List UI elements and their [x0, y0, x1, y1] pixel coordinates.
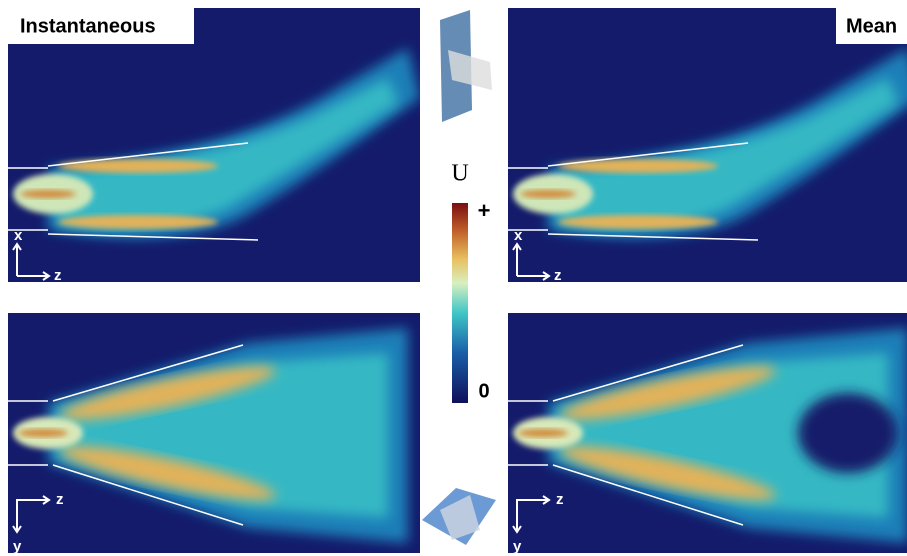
- slice-icon: [422, 488, 496, 545]
- panel-mean-plan: [508, 313, 907, 553]
- axis-label: z: [554, 267, 562, 284]
- axis-label: z: [54, 267, 62, 284]
- panel-label: Instantaneous: [20, 15, 156, 37]
- slice-icon: [440, 10, 492, 122]
- axis-label: y: [13, 538, 22, 555]
- axis-label: x: [514, 227, 523, 244]
- colorbar-max: +: [478, 198, 491, 223]
- axis-label: x: [14, 227, 23, 244]
- axis-label: y: [513, 538, 522, 555]
- panel-instantaneous-side: [8, 8, 420, 282]
- axis-label: z: [556, 491, 564, 508]
- axis-label: z: [56, 491, 64, 508]
- panel-mean-side: [508, 8, 907, 282]
- panel-instantaneous-plan: [8, 313, 420, 553]
- panel-label: Mean: [846, 15, 897, 37]
- figure: Instantaneous Mean x z x z z y z y U + 0: [0, 0, 907, 556]
- colorbar-title: U: [451, 161, 468, 187]
- colorbar-min: 0: [478, 380, 489, 402]
- colorbar: [452, 203, 468, 403]
